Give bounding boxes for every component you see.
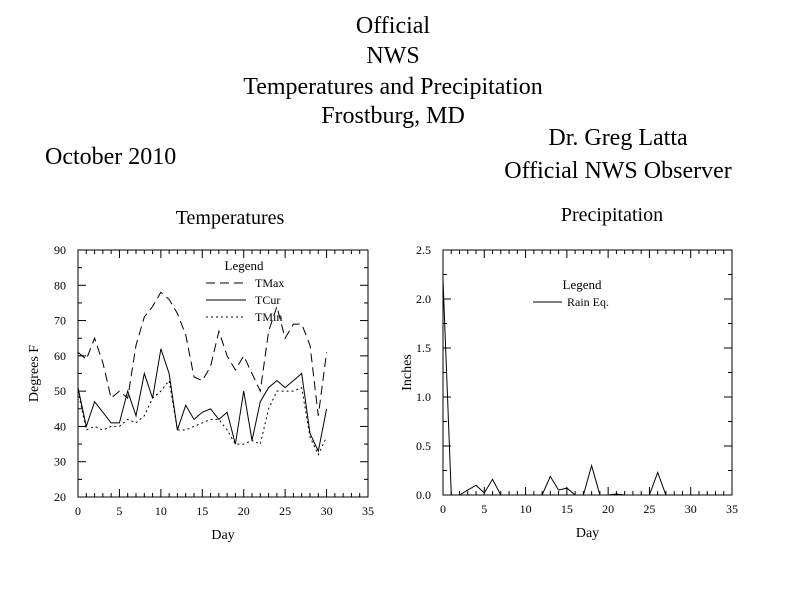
precip-y-tick-label: 2.0 [416,292,431,306]
observer-title: Official NWS Observer [504,158,732,184]
temp-series-tmin-line [77,379,328,456]
precip-legend-title: Legend [563,277,602,292]
precip-x-tick-label: 10 [520,502,532,516]
title-line-4: Frostburg, MD [321,103,465,129]
precip-x-axis-label: Day [576,526,599,541]
precip-x-tick-label: 15 [561,502,573,516]
temp-y-tick-label: 30 [54,455,66,469]
precip-y-tick-label: 2.5 [416,243,431,257]
temp-x-tick-label: 30 [321,504,333,518]
temp-x-axis-label: Day [211,528,234,543]
precip-y-tick-label: 1.5 [416,341,431,355]
precip-x-tick-label: 35 [726,502,738,516]
precip-y-tick-label: 1.0 [416,390,431,404]
precip-chart-title: Precipitation [561,204,663,226]
precip-y-tick-label: 0.0 [416,488,431,502]
precip-y-tick-label: 0.5 [416,439,431,453]
precip-x-tick-label: 20 [602,502,614,516]
temp-x-tick-label: 20 [238,504,250,518]
precip-y-axis-label: Inches [400,354,415,391]
temp-legend-label: TCur [255,293,280,307]
precip-legend-label: Rain Eq. [567,295,609,309]
month-label: October 2010 [45,144,177,170]
temp-y-tick-label: 80 [54,278,66,292]
temp-legend-label: TMax [255,276,284,290]
precip-x-tick-label: 0 [440,502,446,516]
temp-y-tick-label: 70 [54,314,66,328]
temp-x-tick-label: 5 [116,504,122,518]
temp-y-tick-label: 40 [54,419,66,433]
temp-chart-title: Temperatures [176,207,285,229]
precip-x-tick-label: 30 [685,502,697,516]
temp-y-axis-label: Degrees F [27,345,42,402]
temp-x-tick-label: 35 [362,504,374,518]
temp-y-tick-label: 20 [54,490,66,504]
temp-y-tick-label: 90 [54,243,66,257]
temp-x-tick-label: 0 [75,504,81,518]
temp-y-tick-label: 60 [54,349,66,363]
temp-x-tick-label: 25 [279,504,291,518]
precip-x-tick-label: 25 [643,502,655,516]
title-line-1: Official [355,13,431,39]
temp-x-tick-label: 10 [155,504,167,518]
temp-y-tick-label: 50 [54,384,66,398]
temp-series-tcur-line [77,348,328,453]
title-line-3: Temperatures and Precipitation [243,74,543,100]
temp-series-tmax-line [77,291,328,416]
temp-legend-title: Legend [225,258,264,273]
temp-plot-frame [77,249,369,498]
temp-x-tick-label: 15 [196,504,208,518]
observer-name: Dr. Greg Latta [548,125,688,151]
precip-x-tick-label: 5 [481,502,487,516]
title-line-2: NWS [366,43,420,69]
precip-series-rain-eq-line [442,279,691,496]
temp-legend-label: TMin [255,310,282,324]
